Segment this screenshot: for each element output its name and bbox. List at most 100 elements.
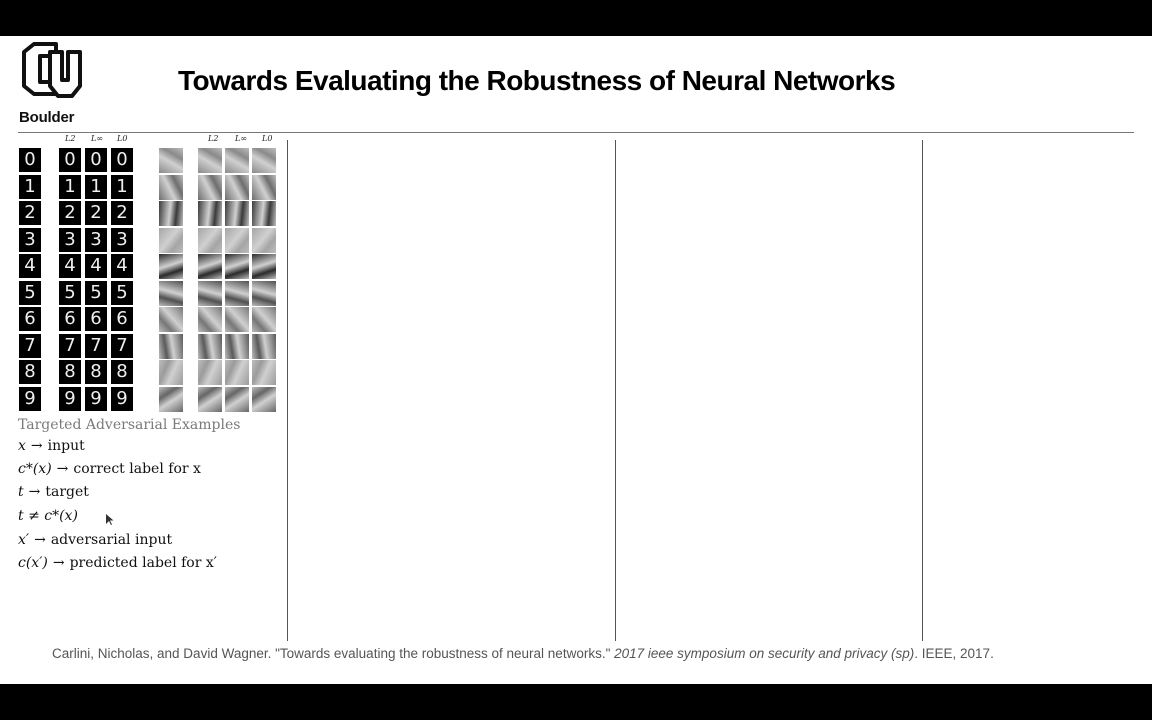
cifar-original-image [159, 307, 183, 332]
mnist-col-header: L2 [65, 134, 76, 143]
cifar-original-image [159, 360, 183, 385]
cifar-col-header: L2 [208, 134, 219, 143]
mouse-cursor-icon [106, 514, 114, 525]
notes-line: t ≠ c*(x) [18, 508, 78, 524]
notes-line-description: input [47, 438, 85, 454]
cifar-original-image [159, 254, 183, 279]
column-divider [615, 140, 616, 641]
cifar-adversarial-image [225, 307, 249, 332]
mnist-adversarial-digit: 4 [59, 254, 81, 278]
mnist-adversarial-digit: 3 [59, 227, 81, 252]
notes-line-arrow: → [52, 555, 65, 571]
notes-line: x → input [18, 438, 85, 454]
cifar-original-image [159, 280, 183, 306]
cifar-adversarial-image [198, 227, 222, 253]
mnist-adversarial-digit: 5 [59, 280, 81, 305]
mnist-adversarial-digit: 7 [111, 333, 133, 358]
cifar-adversarial-image [225, 360, 249, 385]
mnist-adversarial-digit: 1 [85, 174, 107, 199]
cifar-adversarial-image [225, 386, 249, 412]
notes-line-arrow: → [30, 438, 43, 454]
mnist-adversarial-digit: 3 [85, 227, 107, 252]
slide: Boulder Towards Evaluating the Robustnes… [0, 36, 1152, 684]
notes-line: x′ → adversarial input [18, 532, 172, 548]
notes-line: c*(x) → correct label for x [18, 461, 201, 477]
cifar-adversarial-image [198, 201, 222, 226]
notes-line-symbol: t [18, 484, 24, 500]
notes-line: t → target [18, 484, 89, 500]
mnist-adversarial-digit: 7 [85, 333, 107, 358]
header-divider [18, 132, 1134, 133]
cifar-adversarial-image [252, 254, 276, 279]
notes-line-arrow: → [28, 484, 41, 500]
cifar-adversarial-image [225, 254, 249, 279]
cifar-adversarial-image [198, 174, 222, 200]
cifar-adversarial-image [252, 280, 276, 306]
cifar-adversarial-image [252, 360, 276, 385]
citation: Carlini, Nicholas, and David Wagner. "To… [52, 646, 994, 661]
cifar-col-header: L∞ [235, 134, 247, 143]
mnist-adversarial-digit: 0 [111, 148, 133, 172]
cifar-adversarial-image [225, 227, 249, 253]
cifar-adversarial-image [198, 307, 222, 332]
cifar-adversarial-image [252, 174, 276, 200]
mnist-adversarial-digit: 1 [111, 174, 133, 199]
cifar-original-image [159, 227, 183, 253]
notes-line-description: predicted label for x′ [69, 555, 217, 571]
notes-line-arrow: → [56, 461, 69, 477]
cifar-adversarial-image [252, 333, 276, 359]
mnist-original-digit: 6 [19, 307, 41, 331]
cifar-adversarial-image [198, 360, 222, 385]
mnist-col-header: L∞ [91, 134, 103, 143]
cu-logo: Boulder [18, 42, 88, 126]
notes-line-symbol: x′ [18, 532, 30, 548]
mnist-adversarial-digit: 9 [111, 386, 133, 411]
mnist-original-digit: 2 [19, 201, 41, 225]
notes-line-symbol: x [18, 438, 26, 454]
notes-line-symbol: t ≠ c*(x) [18, 508, 78, 524]
cifar-adversarial-image [198, 386, 222, 412]
mnist-adversarial-digit: 6 [85, 307, 107, 331]
cu-logo-icon [22, 42, 82, 98]
cifar-adversarial-image [252, 148, 276, 173]
notes-heading: Targeted Adversarial Examples [18, 417, 241, 433]
cifar-adversarial-image [225, 201, 249, 226]
notes-line: c(x′) → predicted label for x′ [18, 555, 217, 571]
citation-suffix: . IEEE, 2017. [914, 646, 994, 661]
mnist-adversarial-digit: 7 [59, 333, 81, 358]
mnist-adversarial-digit: 8 [85, 360, 107, 384]
mnist-adversarial-digit: 5 [85, 280, 107, 305]
mnist-adversarial-digit: 1 [59, 174, 81, 199]
notes-line-symbol: c*(x) [18, 461, 52, 477]
column-divider [922, 140, 923, 641]
cifar-adversarial-image [198, 333, 222, 359]
cifar-adversarial-image [225, 280, 249, 306]
cifar-original-image [159, 386, 183, 412]
cifar-original-image [159, 174, 183, 200]
mnist-adversarial-digit: 8 [59, 360, 81, 384]
mnist-original-digit: 8 [19, 360, 41, 384]
notes-line-description: correct label for x [73, 461, 201, 477]
mnist-adversarial-digit: 5 [111, 280, 133, 305]
mnist-original-digit: 3 [19, 227, 41, 252]
mnist-original-digit: 1 [19, 174, 41, 199]
mnist-adversarial-digit: 3 [111, 227, 133, 252]
cifar-adversarial-image [198, 280, 222, 306]
mnist-adversarial-digit: 2 [59, 201, 81, 225]
notes-line-description: target [45, 484, 89, 500]
mnist-adversarial-digit: 9 [59, 386, 81, 411]
cifar-adversarial-image [198, 148, 222, 173]
cifar-original-image [159, 333, 183, 359]
logo-text: Boulder [19, 109, 75, 126]
notes-line-description: adversarial input [50, 532, 173, 548]
cifar-adversarial-image [252, 201, 276, 226]
column-divider [287, 140, 288, 641]
mnist-original-digit: 5 [19, 280, 41, 305]
cifar-adversarial-image [252, 307, 276, 332]
cifar-original-image [159, 201, 183, 226]
mnist-adversarial-digit: 9 [85, 386, 107, 411]
mnist-original-digit: 0 [19, 148, 41, 172]
slide-title: Towards Evaluating the Robustness of Neu… [178, 65, 896, 96]
mnist-adversarial-digit: 0 [59, 148, 81, 172]
cifar-adversarial-image [252, 386, 276, 412]
